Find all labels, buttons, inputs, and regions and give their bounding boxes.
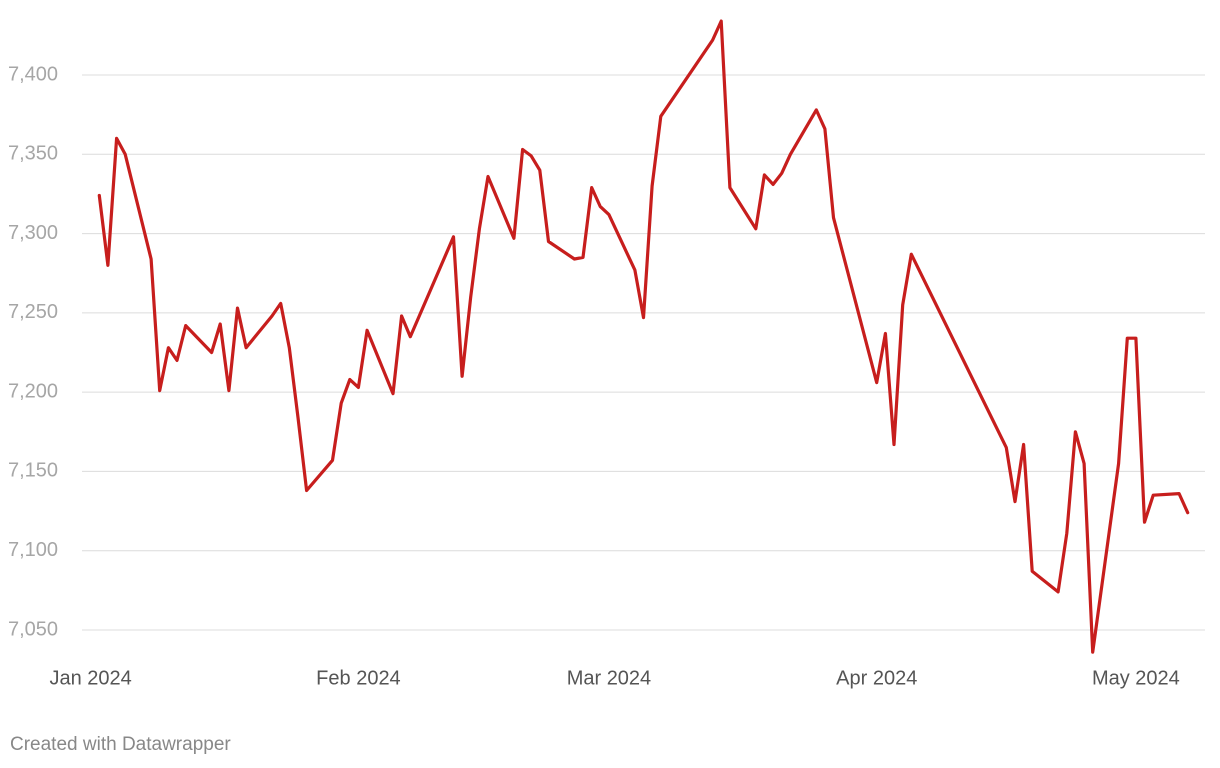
- line: [97, 19, 1190, 654]
- y-tick-label: 7,050: [8, 618, 58, 640]
- x-tick-label: Jan 2024: [49, 667, 131, 689]
- y-tick-label: 7,100: [8, 539, 58, 561]
- y-tick-label: 7,200: [8, 380, 58, 402]
- y-tick-label: 7,150: [8, 460, 58, 482]
- x-tick-label: Feb 2024: [316, 667, 401, 689]
- x-tick-label: Apr 2024: [836, 667, 917, 689]
- y-tick-label: 7,250: [8, 301, 58, 323]
- x-tick-label: May 2024: [1092, 667, 1180, 689]
- credit: Created with Datawrapper: [10, 734, 231, 755]
- y-tick-label: 7,350: [8, 143, 58, 165]
- x-tick-label: Mar 2024: [567, 667, 652, 689]
- y-tick-label: 7,300: [8, 222, 58, 244]
- y-tick-label: 7,400: [8, 63, 58, 85]
